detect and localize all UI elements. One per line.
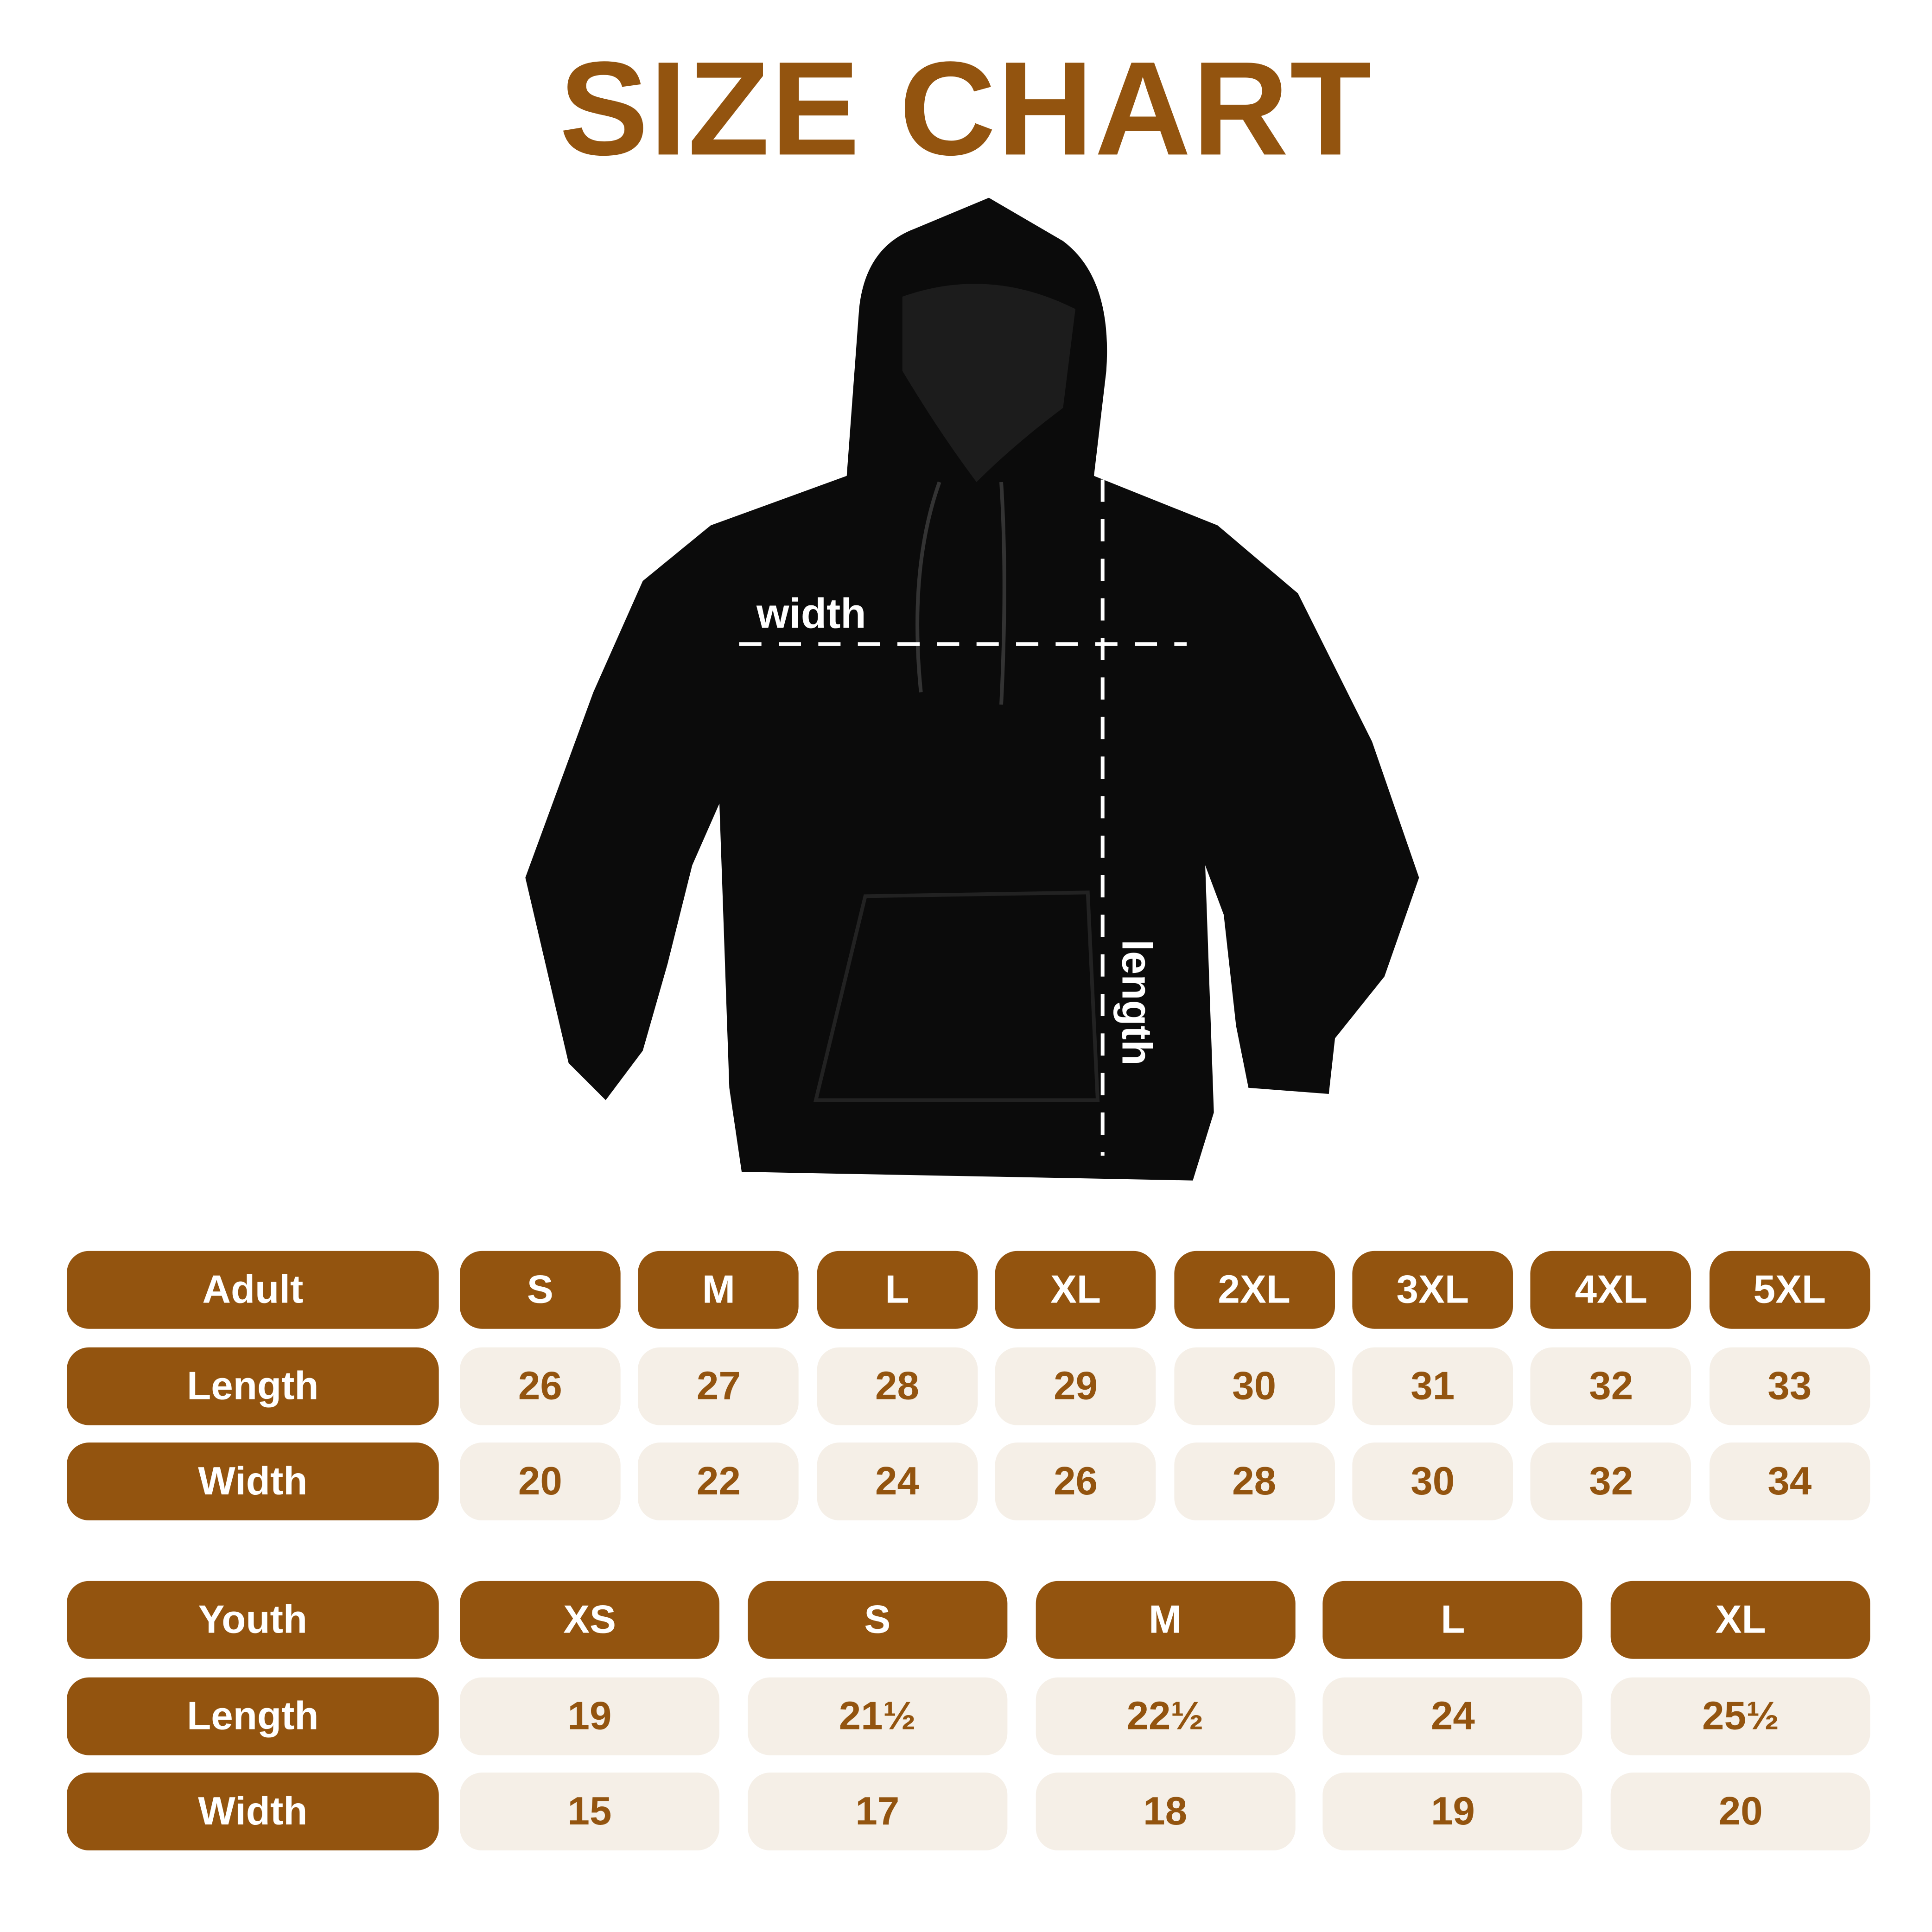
adult-header-label: Adult (67, 1251, 439, 1329)
adult-size-header: S (460, 1251, 621, 1329)
youth-width-cell: 18 (1035, 1773, 1295, 1851)
youth-length-cell: 19 (460, 1677, 720, 1755)
width-label: width (756, 591, 866, 637)
youth-row-label-length: Length (67, 1677, 439, 1755)
adult-size-header: XL (995, 1251, 1156, 1329)
adult-row-label-length: Length (67, 1347, 439, 1425)
adult-length-cell: 27 (638, 1347, 799, 1425)
adult-size-header: 4XL (1531, 1251, 1692, 1329)
youth-width-cell: 15 (460, 1773, 720, 1851)
youth-size-header: XS (460, 1581, 720, 1659)
youth-length-cell: 21½ (747, 1677, 1007, 1755)
youth-width-cell: 19 (1323, 1773, 1583, 1851)
adult-length-cell: 28 (817, 1347, 978, 1425)
adult-size-header: 2XL (1174, 1251, 1335, 1329)
adult-width-cell: 32 (1531, 1443, 1692, 1521)
adult-length-cell: 26 (460, 1347, 621, 1425)
page-title: SIZE CHART (559, 33, 1373, 183)
adult-width-cell: 22 (638, 1443, 799, 1521)
adult-width-cell: 28 (1174, 1443, 1335, 1521)
adult-length-cell: 33 (1709, 1347, 1870, 1425)
youth-size-header: XL (1611, 1581, 1871, 1659)
youth-length-cell: 22½ (1035, 1677, 1295, 1755)
adult-length-cell: 32 (1531, 1347, 1692, 1425)
youth-width-cell: 17 (747, 1773, 1007, 1851)
youth-length-cell: 25½ (1611, 1677, 1871, 1755)
adult-size-header: 3XL (1352, 1251, 1513, 1329)
adult-size-header: L (817, 1251, 978, 1329)
hoodie-diagram: width length (525, 197, 1419, 1181)
youth-header-label: Youth (67, 1581, 439, 1659)
youth-width-cell: 20 (1611, 1773, 1871, 1851)
adult-width-cell: 26 (995, 1443, 1156, 1521)
adult-size-header: 5XL (1709, 1251, 1870, 1329)
adult-length-cell: 29 (995, 1347, 1156, 1425)
adult-length-cell: 30 (1174, 1347, 1335, 1425)
adult-width-cell: 30 (1352, 1443, 1513, 1521)
youth-size-header: L (1323, 1581, 1583, 1659)
adult-width-cell: 20 (460, 1443, 621, 1521)
youth-length-cell: 24 (1323, 1677, 1583, 1755)
hoodie-image (525, 197, 1419, 1181)
adult-width-cell: 24 (817, 1443, 978, 1521)
youth-size-header: M (1035, 1581, 1295, 1659)
adult-size-header: M (638, 1251, 799, 1329)
length-label: length (1113, 940, 1160, 1066)
adult-length-cell: 31 (1352, 1347, 1513, 1425)
adult-row-label-width: Width (67, 1443, 439, 1521)
youth-size-header: S (747, 1581, 1007, 1659)
adult-width-cell: 34 (1709, 1443, 1870, 1521)
youth-row-label-width: Width (67, 1773, 439, 1851)
